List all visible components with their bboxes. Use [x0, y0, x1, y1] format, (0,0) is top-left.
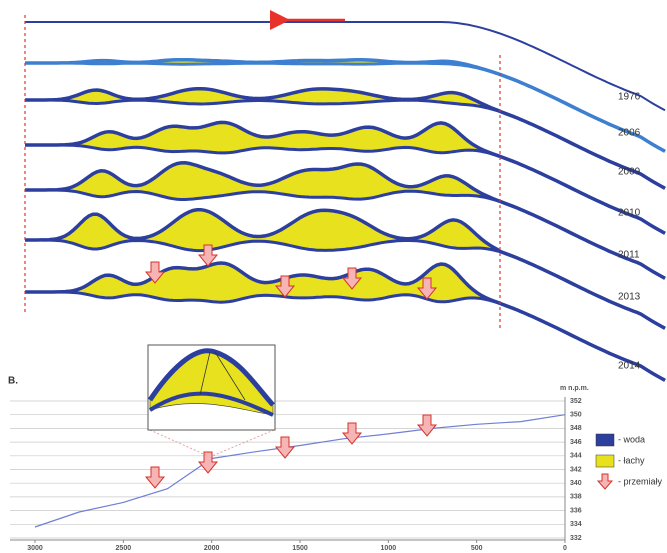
channel [25, 61, 666, 153]
channel [25, 143, 666, 235]
profile-chart: 332 334 336 338 340 342 344 346 348 350 352 3000 250… [10, 397, 582, 552]
year-label: 2011 [618, 250, 640, 261]
panel-label: B. [8, 376, 18, 387]
arrow-icon [416, 277, 438, 300]
legend-label: - przemiały [618, 476, 663, 486]
gravel-bar [25, 209, 666, 329]
year-label: 2006 [618, 128, 641, 139]
y-tick-label: 346 [570, 439, 582, 446]
legend-swatch [595, 433, 615, 447]
year-label: 2013 [618, 292, 641, 303]
legend-swatch [596, 473, 614, 490]
profile-line [34, 414, 566, 528]
arrow-icon [144, 466, 166, 489]
y-tick-label: 332 [570, 535, 582, 542]
channel [25, 238, 666, 330]
y-axis-label: m n.p.m. [560, 385, 589, 392]
arrow-icon [197, 451, 219, 474]
channel [25, 290, 666, 382]
arrow-icon [144, 261, 166, 284]
channel [25, 188, 666, 280]
inset [147, 344, 276, 457]
legend-label: - łachy [618, 455, 645, 465]
y-tick-label: 336 [570, 507, 582, 514]
year-label: 1976 [618, 92, 641, 103]
y-tick-label: 340 [570, 480, 582, 487]
x-tick-label: 2000 [204, 545, 220, 552]
y-tick-label: 348 [570, 425, 582, 432]
x-tick-label: 1000 [381, 545, 397, 552]
arrow-icon [274, 436, 296, 459]
legend-swatch [595, 454, 615, 468]
legend: - woda - łachy - przemiały [595, 433, 663, 490]
y-tick-label: 352 [570, 398, 582, 405]
x-tick-label: 0 [563, 545, 567, 552]
year-label: 2009 [618, 167, 641, 178]
x-tick-label: 2500 [116, 545, 132, 552]
y-tick-label: 344 [570, 453, 582, 460]
channel [25, 21, 666, 112]
y-tick-label: 334 [570, 521, 582, 528]
x-tick-label: 1500 [292, 545, 308, 552]
legend-label: - woda [618, 434, 645, 444]
arrow-icon [274, 275, 296, 298]
year-label: 2014 [618, 361, 641, 372]
x-tick-label: 3000 [27, 545, 43, 552]
arrow-icon [197, 244, 219, 267]
y-tick-label: 338 [570, 494, 582, 501]
arrow-icon [416, 414, 438, 437]
planforms: 1976 2006 2009 2010 2011 2013 2014 [25, 21, 666, 382]
channel [25, 98, 666, 190]
y-tick-label: 342 [570, 466, 582, 473]
x-tick-label: 500 [471, 545, 483, 552]
year-label: 2010 [618, 208, 641, 219]
arrow-icon [341, 267, 363, 290]
arrow-icon [341, 422, 363, 445]
y-tick-label: 350 [570, 412, 582, 419]
